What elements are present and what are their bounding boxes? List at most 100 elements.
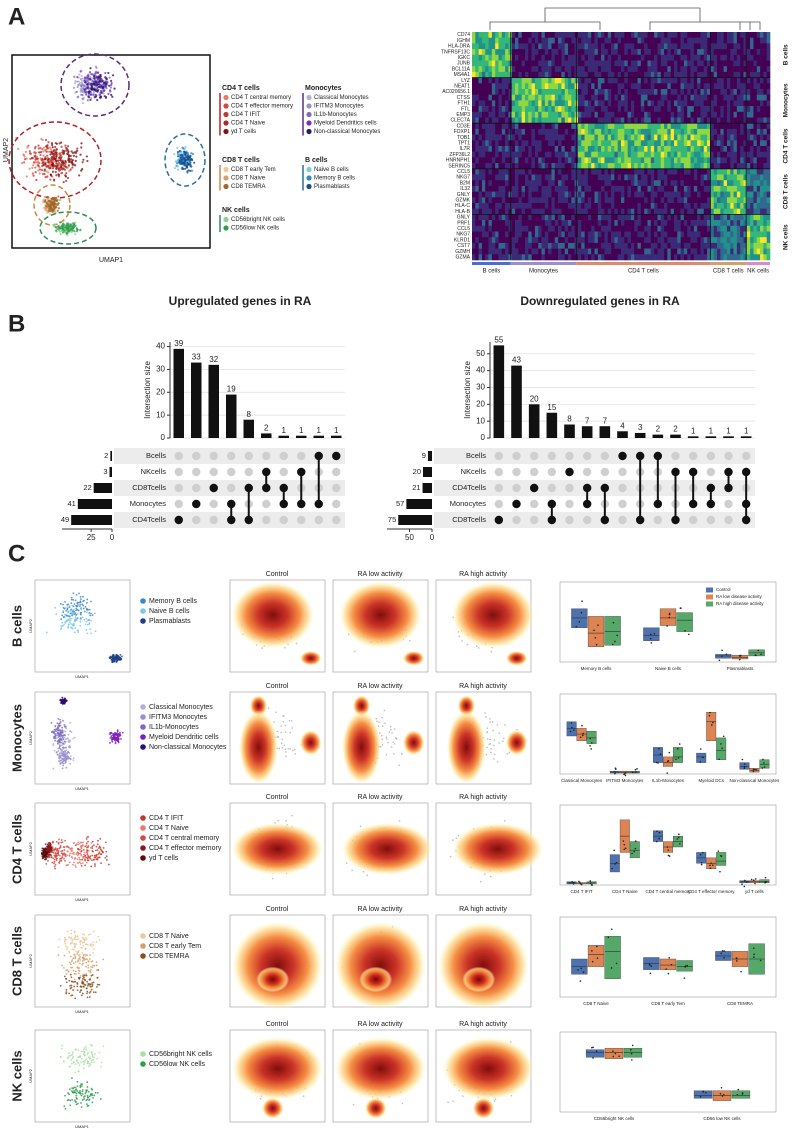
gene-label: JUNB	[457, 61, 471, 67]
legend-marker	[223, 166, 229, 173]
heatmap-cell	[561, 111, 566, 118]
heatmap-cell	[766, 134, 771, 141]
cell-point	[182, 147, 185, 150]
heatmap-cell	[601, 248, 605, 255]
heatmap-cell	[657, 231, 662, 238]
gene-label: HLA-B	[455, 209, 470, 215]
heatmap-cell	[640, 128, 645, 135]
heatmap-cell	[505, 203, 509, 209]
heatmap-cell	[584, 32, 589, 38]
heatmap-cell	[548, 54, 552, 61]
heatmap-cell	[541, 203, 546, 209]
cell-point	[102, 92, 105, 95]
heatmap-cell	[577, 94, 582, 101]
heatmap-cell	[660, 163, 665, 170]
heatmap-cell	[670, 49, 675, 56]
heatmap-cell	[551, 203, 556, 209]
heatmap-cell	[501, 123, 506, 130]
heatmap-cell	[713, 140, 718, 147]
heatmap-cell	[584, 248, 589, 255]
heatmap-cell	[743, 180, 748, 187]
heatmap-cell	[521, 225, 526, 232]
heatmap-cell	[650, 254, 655, 261]
heatmap-cell	[707, 117, 711, 124]
heatmap-cell	[743, 151, 748, 158]
heatmap-cell	[604, 197, 609, 204]
heatmap-cell	[495, 203, 499, 209]
heatmap-cell	[488, 242, 493, 249]
heatmap-cell	[581, 168, 585, 175]
heatmap-cell	[750, 237, 754, 244]
cell-point	[173, 167, 177, 170]
heatmap-cell	[521, 203, 526, 209]
heatmap-cell	[693, 157, 698, 164]
heatmap-cell	[601, 89, 605, 95]
heatmap-cell	[597, 123, 602, 130]
heatmap-cell	[713, 43, 718, 50]
heatmap-cell	[710, 197, 715, 204]
cell-point	[44, 162, 47, 165]
heatmap-cell	[485, 225, 489, 232]
heatmap-cell	[561, 163, 566, 170]
heatmap-cell	[673, 32, 678, 38]
heatmap-cell	[518, 49, 522, 56]
heatmap-cell	[753, 71, 758, 78]
heatmap-cell	[746, 54, 751, 61]
heatmap-cell	[621, 54, 625, 61]
heatmap-cell	[673, 140, 678, 147]
heatmap-cell	[568, 111, 572, 118]
heatmap-cell	[587, 54, 592, 61]
heatmap-cell	[717, 254, 721, 261]
heatmap-cell	[498, 71, 503, 78]
heatmap-cell	[644, 89, 648, 95]
heatmap-cell	[690, 89, 695, 95]
heatmap-cell	[756, 174, 761, 181]
heatmap-cell	[472, 117, 476, 124]
heatmap-cell	[733, 197, 738, 204]
heatmap-cell	[680, 134, 685, 141]
heatmap-cell	[524, 242, 529, 249]
heatmap-cell	[677, 254, 681, 261]
heatmap-cell	[700, 128, 705, 135]
heatmap-cell	[680, 157, 685, 164]
heatmap-cell	[594, 185, 599, 192]
heatmap-cell	[746, 140, 751, 147]
heatmap-cell	[750, 254, 754, 261]
cell-point	[53, 197, 56, 200]
heatmap-cell	[501, 254, 506, 261]
heatmap-cell	[766, 89, 771, 95]
heatmap-cell	[717, 37, 721, 44]
heatmap-cell	[664, 231, 668, 238]
heatmap-cell	[481, 94, 486, 101]
heatmap-cell	[604, 128, 609, 135]
heatmap-cell	[508, 151, 513, 158]
heatmap-cell	[577, 248, 582, 255]
heatmap-cell	[753, 237, 758, 244]
heatmap-cell	[717, 214, 721, 221]
heatmap-cell	[581, 140, 585, 147]
heatmap-cell	[594, 117, 599, 124]
heatmap-cell	[534, 71, 539, 78]
cell-point	[55, 153, 58, 156]
heatmap-cell	[634, 191, 638, 198]
heatmap-cell	[703, 134, 708, 141]
heatmap-cell	[472, 94, 476, 101]
heatmap-cell	[717, 197, 721, 204]
heatmap-cell	[657, 185, 662, 192]
heatmap-cell	[630, 174, 635, 181]
heatmap-cell	[594, 106, 599, 113]
heatmap-cell	[548, 242, 552, 249]
heatmap-cell	[680, 237, 685, 244]
heatmap-cell	[584, 231, 589, 238]
heatmap-cell	[736, 100, 741, 107]
heatmap-cell	[703, 123, 708, 130]
heatmap-cell	[541, 231, 546, 238]
heatmap-cell	[491, 66, 496, 73]
heatmap-cell	[544, 203, 549, 209]
heatmap-cell	[766, 94, 771, 101]
heatmap-cell	[677, 191, 681, 198]
cell-point	[38, 168, 42, 171]
heatmap-cell	[538, 134, 542, 141]
heatmap-cell	[518, 94, 522, 101]
heatmap-cell	[697, 83, 701, 90]
